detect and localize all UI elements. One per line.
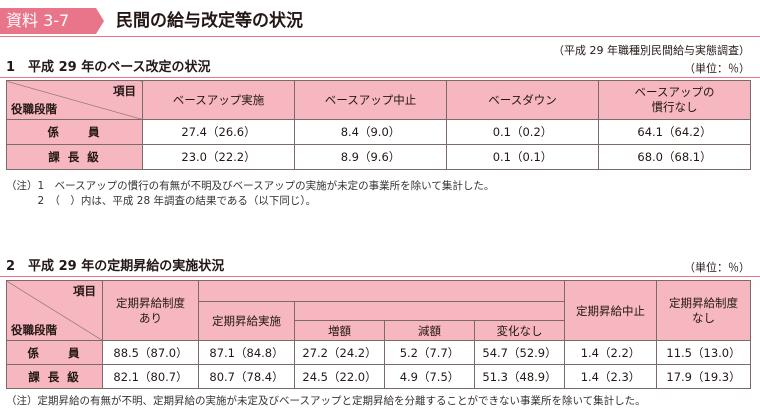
col-header-no-raise-system-text: 定期昇給制度なし (669, 295, 738, 325)
section2-unit: （単位：％） (684, 261, 750, 274)
table-cell: 51.3（48.9） (474, 364, 565, 389)
table-cell: 0.1（0.1） (446, 144, 599, 170)
section2-heading: 2 平成 29 年の定期昇給の実施状況 (6, 259, 225, 274)
col-header-decrease: 減額 (384, 320, 475, 341)
table-cell: 68.0（68.1） (598, 144, 751, 170)
col-header-baseup-stopped: ベースアップ中止 (294, 80, 447, 120)
col-header-no-baseup-practice: ベースアップの慣行なし (598, 80, 751, 120)
col-header-blank-band (198, 280, 565, 302)
row-label-section-chief: 課 長 級 (6, 364, 103, 389)
document-badge: 資料 3-7 (0, 8, 104, 34)
col-header-no-baseup-text: ベースアップの慣行なし (634, 85, 715, 114)
section1-heading: 1 平成 29 年のベース改定の状況 (6, 60, 211, 75)
corner-rank-label: 役職段階 (11, 323, 57, 337)
section1-unit: （単位：％） (684, 62, 750, 75)
table-cell: 17.9（19.3） (656, 364, 751, 389)
table-cell: 4.9（7.5） (384, 364, 475, 389)
table-cell: 8.4（9.0） (294, 119, 447, 145)
col-header-raise-system-exists: 定期昇給制度あり (102, 280, 199, 341)
row-label-staff: 係 員 (6, 119, 143, 145)
table-cell: 0.1（0.2） (446, 119, 599, 145)
table-cell: 82.1（80.7） (102, 364, 199, 389)
table-cell: 64.1（64.2） (598, 119, 751, 145)
periodic-raise-table: 項目 役職段階 定期昇給制度あり 定期昇給中止 定期昇給制度なし 定期昇給実施 … (6, 280, 751, 389)
row-label-staff: 係 員 (6, 340, 103, 365)
section2-note: （注）定期昇給の有無が不明、定期昇給の実施が未定及びベースアップと定期昇給を分離… (6, 395, 646, 407)
col-header-raise-system-exists-text: 定期昇給制度あり (116, 295, 185, 325)
base-revision-table: 項目 役職段階 ベースアップ実施 ベースアップ中止 ベースダウン ベースアップの… (6, 80, 751, 170)
table-cell: 54.7（52.9） (474, 340, 565, 365)
col-header-raise-stopped: 定期昇給中止 (564, 280, 657, 341)
title-underline (0, 36, 760, 37)
source-note: （平成 29 年職種別民間給与実態調査） (553, 44, 750, 57)
badge-label: 資料 3-7 (6, 11, 70, 30)
document-title: 民間の給与改定等の状況 (116, 11, 303, 31)
col-header-subband (294, 301, 565, 321)
table1-corner-header: 項目 役職段階 (6, 80, 143, 120)
table-cell: 11.5（13.0） (656, 340, 751, 365)
col-header-basedown: ベースダウン (446, 80, 599, 120)
corner-item-label: 項目 (113, 84, 136, 98)
table-row: 課 長 級 82.1（80.7） 80.7（78.4） 24.5（22.0） 4… (6, 364, 751, 389)
table-cell: 88.5（87.0） (102, 340, 199, 365)
table-cell: 8.9（9.6） (294, 144, 447, 170)
section1-underline (0, 77, 760, 78)
table-cell: 1.4（2.2） (564, 340, 657, 365)
table-row: 係 員 88.5（87.0） 87.1（84.8） 27.2（24.2） 5.2… (6, 340, 751, 365)
col-header-no-change: 変化なし (474, 320, 565, 341)
table-cell: 80.7（78.4） (198, 364, 295, 389)
table-row: 係 員 27.4（26.6） 8.4（9.0） 0.1（0.2） 64.1（64… (6, 119, 751, 145)
table-cell: 27.2（24.2） (294, 340, 385, 365)
table-cell: 5.2（7.7） (384, 340, 475, 365)
row-label-section-chief: 課 長 級 (6, 144, 143, 170)
col-header-no-raise-system: 定期昇給制度なし (656, 280, 751, 341)
col-header-increase: 増額 (294, 320, 385, 341)
table-row: 課 長 級 23.0（22.2） 8.9（9.6） 0.1（0.1） 68.0（… (6, 144, 751, 170)
table-cell: 87.1（84.8） (198, 340, 295, 365)
section2-underline (0, 276, 760, 277)
section1-note-2: 2 （ ）内は、平成 28 年調査の結果である（以下同じ）。 (6, 195, 317, 207)
table-cell: 1.4（2.3） (564, 364, 657, 389)
table2-corner-header: 項目 役職段階 (6, 280, 103, 341)
table-cell: 27.4（26.6） (142, 119, 295, 145)
table-cell: 24.5（22.0） (294, 364, 385, 389)
section1-note-1: （注）1 ベースアップの慣行の有無が不明及びベースアップの実施が未定の事業所を除… (6, 180, 495, 192)
corner-rank-label: 役職段階 (11, 102, 57, 116)
table-cell: 23.0（22.2） (142, 144, 295, 170)
corner-item-label: 項目 (73, 284, 96, 298)
col-header-baseup-implemented: ベースアップ実施 (142, 80, 295, 120)
col-header-raise-implemented: 定期昇給実施 (198, 301, 295, 341)
